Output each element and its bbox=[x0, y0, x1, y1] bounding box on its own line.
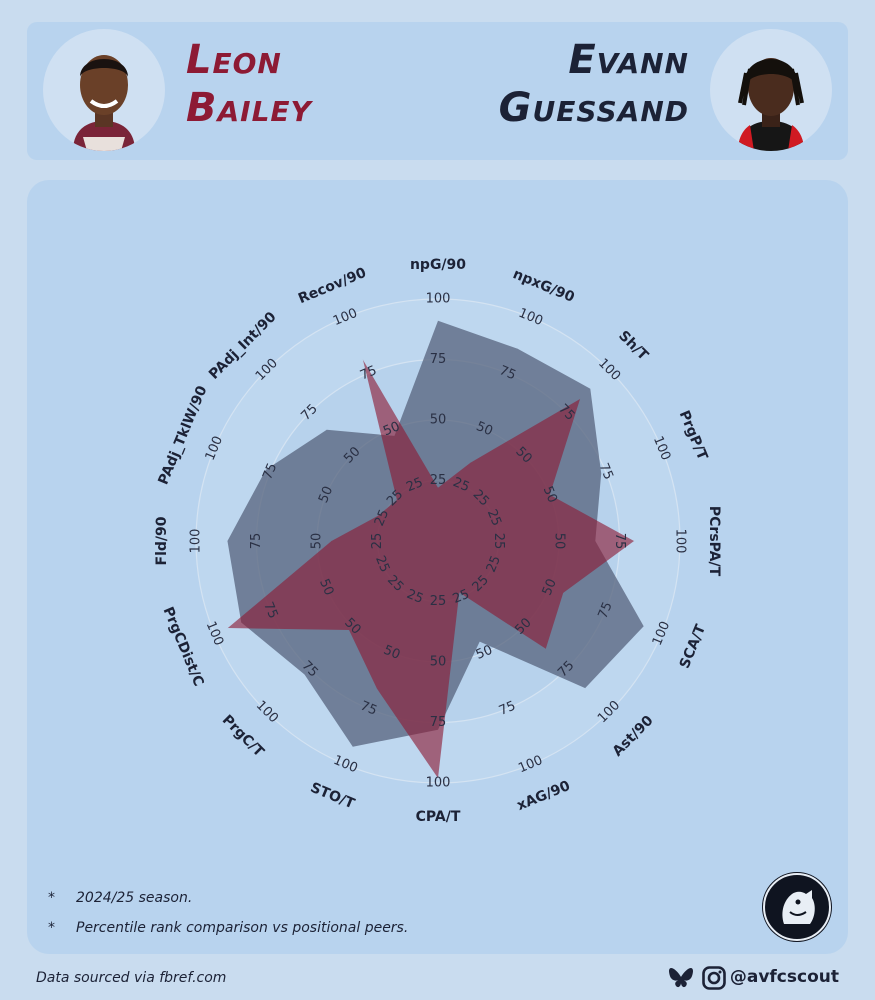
category-label: SCA/T bbox=[677, 622, 710, 671]
tick-label-75: 75 bbox=[497, 363, 518, 383]
tick-label-25: 25 bbox=[484, 554, 504, 575]
tick-label-100: 100 bbox=[189, 529, 204, 554]
player-left-first-name: Leon bbox=[186, 37, 282, 83]
tick-label-25: 25 bbox=[491, 533, 506, 550]
tick-label-25: 25 bbox=[451, 587, 472, 607]
player-right-last-name: Guessand bbox=[498, 85, 689, 131]
category-label: Fld/90 bbox=[154, 516, 170, 565]
tick-label-50: 50 bbox=[552, 533, 567, 550]
category-label: Recov/90 bbox=[296, 265, 369, 307]
radar-chart: 25 50 75 100 25 50 75 100 25 50 75 100 25 50 75 100 25 50… bbox=[154, 257, 722, 825]
note-bullet: * bbox=[48, 890, 55, 906]
tick-label-75: 75 bbox=[612, 533, 627, 550]
tick-label-25: 25 bbox=[430, 473, 447, 488]
tick-label-50: 50 bbox=[381, 419, 402, 439]
tick-label-75: 75 bbox=[249, 533, 264, 550]
category-label: STO/T bbox=[308, 780, 357, 813]
bluesky-icon[interactable] bbox=[668, 966, 694, 994]
category-label: PCrsPA/T bbox=[706, 506, 722, 577]
tick-label-25: 25 bbox=[370, 533, 385, 550]
player-left-name: Leon Bailey bbox=[186, 36, 312, 132]
tick-label-75: 75 bbox=[260, 600, 280, 621]
social-handle[interactable]: @avfcscout bbox=[729, 967, 839, 987]
tick-label-100: 100 bbox=[426, 292, 451, 307]
tick-label-75: 75 bbox=[358, 363, 379, 383]
tick-label-50: 50 bbox=[316, 484, 336, 505]
player-left-last-name: Bailey bbox=[186, 85, 312, 131]
evann-guessand-avatar bbox=[710, 29, 832, 151]
tick-label-100: 100 bbox=[426, 776, 451, 791]
tick-label-50: 50 bbox=[310, 533, 325, 550]
tick-label-25: 25 bbox=[430, 594, 447, 609]
instagram-icon[interactable] bbox=[702, 966, 726, 994]
note-season: * 2024/25 season. bbox=[48, 890, 193, 906]
tick-label-50: 50 bbox=[474, 419, 495, 439]
note-season-text: 2024/25 season. bbox=[76, 890, 193, 906]
tick-label-25: 25 bbox=[372, 554, 392, 575]
tick-label-50: 50 bbox=[540, 484, 560, 505]
tick-label-100: 100 bbox=[673, 529, 688, 554]
category-label: PrgP/T bbox=[676, 408, 711, 463]
tick-label-50: 50 bbox=[430, 655, 447, 670]
tick-label-75: 75 bbox=[430, 715, 447, 730]
tick-label-50: 50 bbox=[540, 577, 560, 598]
tick-label-25: 25 bbox=[372, 507, 392, 528]
note-percentile: * Percentile rank comparison vs position… bbox=[48, 920, 409, 936]
tick-label-75: 75 bbox=[358, 699, 379, 719]
leon-bailey-avatar bbox=[43, 29, 165, 151]
tick-label-75: 75 bbox=[596, 461, 616, 482]
tick-label-75: 75 bbox=[497, 699, 518, 719]
data-source: Data sourced via fbref.com bbox=[36, 970, 227, 986]
chart-card: 25 50 75 100 25 50 75 100 25 50 75 100 25 50 75 100 25 50… bbox=[27, 180, 848, 954]
player-right-name: Evann Guessand bbox=[499, 36, 689, 132]
tick-label-25: 25 bbox=[451, 475, 472, 495]
category-label: npxG/90 bbox=[510, 266, 577, 306]
category-label: Sh/T bbox=[615, 328, 651, 364]
category-label: npG/90 bbox=[410, 257, 466, 273]
category-label: CPA/T bbox=[416, 809, 461, 825]
club-logo-icon bbox=[762, 872, 832, 942]
player-right-first-name: Evann bbox=[568, 37, 689, 83]
category-label: PrgCDist/C bbox=[159, 605, 206, 689]
tick-label-75: 75 bbox=[260, 461, 280, 482]
category-label: xAG/90 bbox=[515, 778, 573, 814]
tick-label-50: 50 bbox=[381, 643, 402, 663]
category-label: Ast/90 bbox=[610, 712, 657, 759]
category-label: PrgC/T bbox=[219, 712, 267, 760]
tick-label-25: 25 bbox=[484, 507, 504, 528]
note-percentile-text: Percentile rank comparison vs positional… bbox=[76, 920, 409, 936]
tick-label-25: 25 bbox=[404, 475, 425, 495]
note-bullet: * bbox=[48, 920, 55, 936]
tick-label-25: 25 bbox=[404, 587, 425, 607]
tick-label-75: 75 bbox=[596, 600, 616, 621]
tick-label-50: 50 bbox=[316, 577, 336, 598]
tick-label-50: 50 bbox=[474, 643, 495, 663]
category-label: PAdj_TklW/90 bbox=[155, 383, 210, 487]
tick-label-75: 75 bbox=[430, 352, 447, 367]
series-area-bailey bbox=[227, 359, 635, 779]
tick-label-50: 50 bbox=[430, 413, 447, 428]
